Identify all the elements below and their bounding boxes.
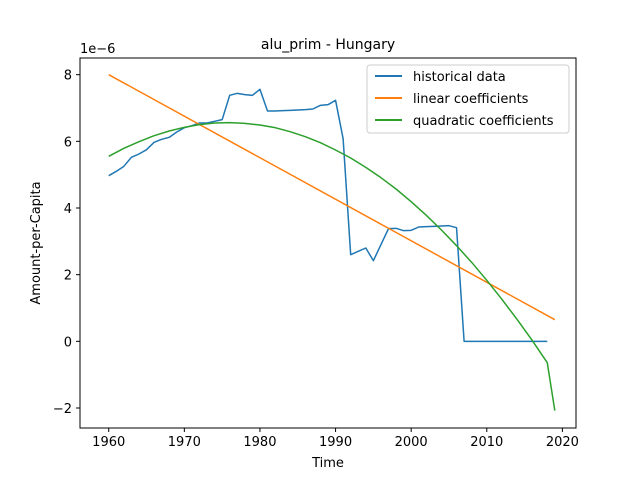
x-axis: 1960 1970 1980 1990 2000 2010 2020 (92, 428, 579, 450)
x-tick-label: 2020 (546, 435, 579, 450)
y-tick-label: 4 (64, 202, 72, 217)
y-tick-label: 0 (64, 335, 72, 350)
chart-title: alu_prim - Hungary (261, 37, 395, 53)
legend-label-2: quadratic coefficients (413, 114, 554, 129)
x-tick-label: 1970 (168, 435, 201, 450)
plot-area (108, 74, 556, 411)
series-line-2 (108, 121, 556, 411)
y-scale-label: 1e−6 (80, 42, 115, 57)
x-axis-label: Time (311, 456, 344, 471)
y-tick-label: 2 (64, 269, 72, 284)
x-tick-label: 1990 (319, 435, 352, 450)
series-line-0 (108, 88, 548, 343)
x-tick-label: 2010 (470, 435, 503, 450)
x-tick-label: 1980 (243, 435, 276, 450)
legend-box (366, 64, 570, 134)
y-tick-label: 8 (64, 69, 72, 84)
legend-label-0: historical data (413, 70, 506, 85)
y-axis-label: Amount-per-Capita (29, 181, 44, 304)
plot-frame (79, 57, 577, 429)
legend: historical data linear coefficients quadra… (366, 64, 570, 134)
y-tick-label: 6 (64, 135, 72, 150)
y-axis: −2 0 2 4 6 8 (53, 69, 80, 417)
legend-label-1: linear coefficients (413, 92, 529, 107)
x-tick-label: 2000 (395, 435, 428, 450)
y-tick-label: −2 (53, 402, 72, 417)
x-tick-label: 1960 (92, 435, 125, 450)
series-line-1 (108, 74, 556, 321)
